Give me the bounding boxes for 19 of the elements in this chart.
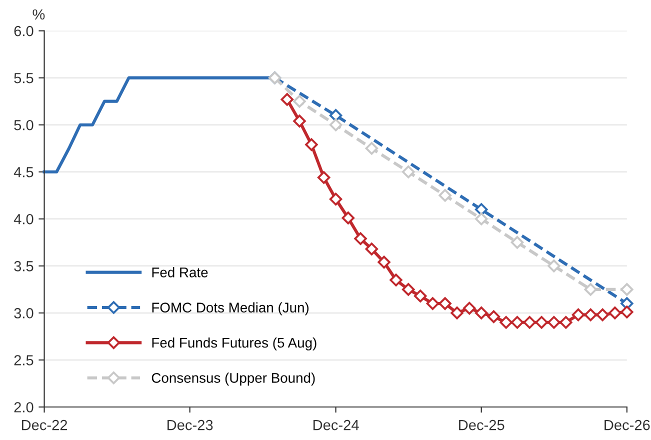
x-tick-label: Dec-22 — [22, 420, 68, 430]
legend-label: Consensus (Upper Bound) — [152, 372, 315, 386]
x-tick-label: Dec-23 — [168, 420, 213, 430]
x-tick-label: Dec-24 — [313, 420, 359, 430]
x-tick-label: Dec-26 — [604, 420, 650, 430]
y-tick-label: 3.0 — [14, 308, 34, 318]
y-tick-label: 4.5 — [14, 167, 34, 178]
x-tick-label: Dec-25 — [459, 420, 504, 430]
y-tick-label: 2.0 — [14, 402, 34, 412]
y-tick-label: 4.0 — [14, 214, 34, 224]
legend-label: Fed Rate — [152, 267, 208, 278]
y-tick-label: 5.0 — [14, 120, 34, 130]
y-tick-label: 3.5 — [14, 261, 34, 272]
legend-label: Fed Funds Futures (5 Aug) — [152, 337, 316, 350]
legend-label: FOMC Dots Median (Jun) — [152, 302, 309, 316]
y-tick-label: 2.5 — [14, 355, 34, 366]
y-tick-label: 5.5 — [14, 73, 34, 84]
y-axis-title: % — [32, 9, 45, 20]
y-tick-label: 6.0 — [14, 26, 34, 36]
